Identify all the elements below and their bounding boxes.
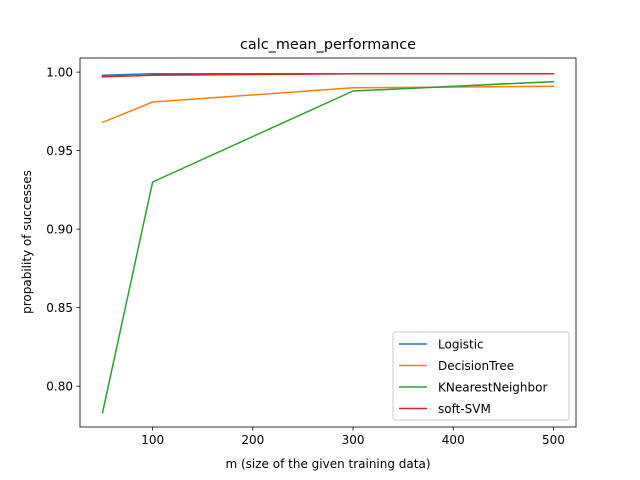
y-tick-label: 1.00 — [46, 66, 73, 80]
legend-label: KNearestNeighbor — [438, 381, 547, 395]
x-tick-label: 500 — [542, 433, 565, 447]
x-tick-label: 300 — [342, 433, 365, 447]
plot-area: 0.80 0.85 0.90 0.95 1.00 100 200 300 400 500 — [46, 57, 577, 447]
x-axis-label: m (size of the given training data) — [225, 457, 430, 471]
legend-label: Logistic — [438, 338, 484, 352]
series-lines — [101, 72, 555, 414]
y-tick-label: 0.90 — [46, 223, 73, 237]
series-line-soft-svm — [101, 72, 555, 78]
chart-title: calc_mean_performance — [240, 37, 416, 53]
legend-label: DecisionTree — [438, 359, 514, 373]
series-line-knearestneighbor — [101, 80, 555, 414]
plot-frame — [79, 57, 577, 428]
legend-box — [392, 331, 570, 421]
legend: Logistic DecisionTree KNearestNeighbor soft… — [392, 331, 570, 421]
y-axis-label: propability of successes — [20, 170, 34, 314]
legend-label: soft-SVM — [438, 402, 491, 416]
x-axis-ticks: 100 200 300 400 500 — [141, 427, 565, 447]
y-tick-label: 0.80 — [46, 380, 73, 394]
x-tick-label: 400 — [442, 433, 465, 447]
x-tick-label: 100 — [141, 433, 164, 447]
x-tick-label: 200 — [241, 433, 264, 447]
y-tick-label: 0.85 — [46, 301, 73, 315]
y-axis-ticks: 0.80 0.85 0.90 0.95 1.00 — [46, 66, 80, 394]
y-tick-label: 0.95 — [46, 144, 73, 158]
